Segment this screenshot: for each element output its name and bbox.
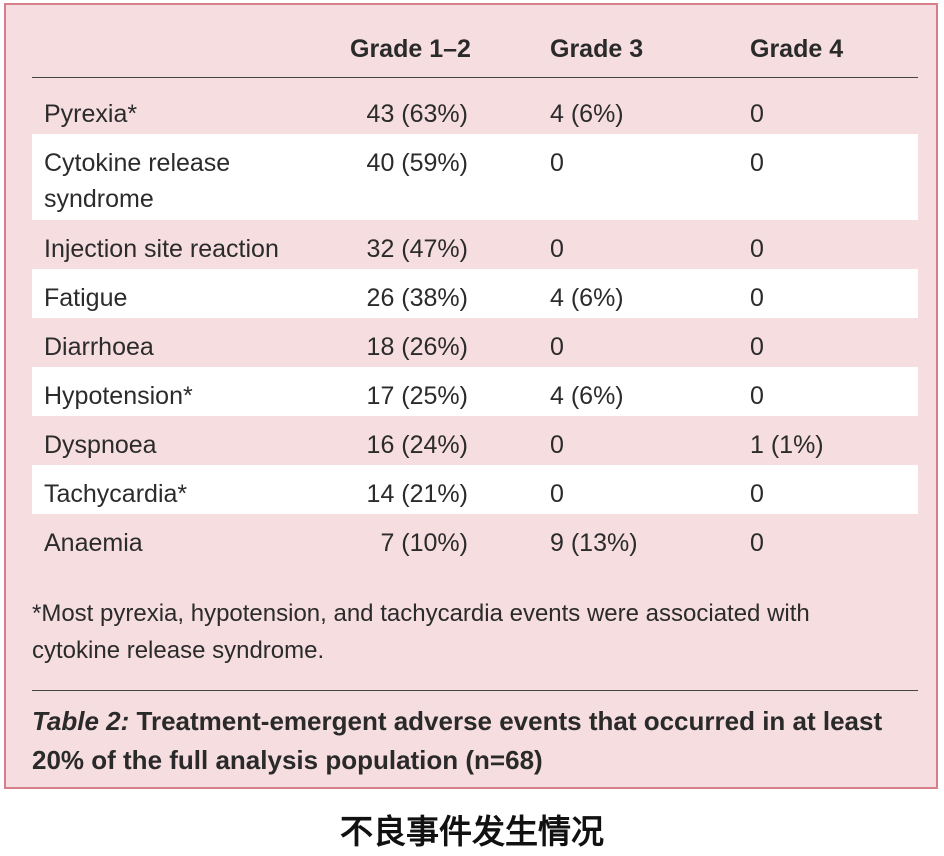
event-name: Dyspnoea <box>44 431 157 459</box>
table-row: Diarrhoea 18 (26%) 0 0 <box>32 318 918 367</box>
chinese-subtitle: 不良事件发生情况 <box>340 812 604 851</box>
grade-4-value: 0 <box>750 235 764 263</box>
grade-3-value: 0 <box>550 235 564 263</box>
grade-4-value: 0 <box>750 529 764 557</box>
grade-4-value: 0 <box>750 333 764 361</box>
grade-4-value: 1 (1%) <box>750 431 824 459</box>
table-header: Grade 1–2 Grade 3 Grade 4 <box>32 5 918 78</box>
caption-label: Table 2: <box>32 706 130 736</box>
table-footnote: *Most pyrexia, hypotension, and tachycar… <box>32 600 810 664</box>
grade-1-2-value: 7 (10%) <box>380 529 468 557</box>
table-row: Fatigue 26 (38%) 4 (6%) 0 <box>32 269 918 318</box>
event-name: Tachycardia* <box>44 480 188 508</box>
grade-1-2-value: 32 (47%) <box>366 235 468 263</box>
grade-1-2-value: 26 (38%) <box>366 284 468 312</box>
table-row: Hypotension* 17 (25%) 4 (6%) 0 <box>32 367 918 416</box>
grade-1-2-value: 40 (59%) <box>366 149 468 177</box>
grade-4-value: 0 <box>750 284 764 312</box>
table-caption: Table 2: Treatment-emergent adverse even… <box>32 702 912 780</box>
grade-3-value: 4 (6%) <box>550 100 624 128</box>
event-name: Anaemia <box>44 529 143 557</box>
header-grade-3: Grade 3 <box>550 35 644 63</box>
grade-1-2-value: 17 (25%) <box>366 382 468 410</box>
caption-text: Treatment-emergent adverse events that o… <box>32 706 883 775</box>
grade-4-value: 0 <box>750 382 764 410</box>
grade-1-2-value: 43 (63%) <box>366 100 468 128</box>
grade-4-value: 0 <box>750 149 764 177</box>
event-name: Cytokine release syndrome <box>44 149 231 213</box>
event-name: Hypotension* <box>44 382 193 410</box>
grade-3-value: 0 <box>550 431 564 459</box>
grade-4-value: 0 <box>750 480 764 508</box>
event-name: Fatigue <box>44 284 128 312</box>
table-row: Pyrexia* 43 (63%) 4 (6%) 0 <box>32 85 918 134</box>
grade-1-2-value: 16 (24%) <box>366 431 468 459</box>
header-grade-4: Grade 4 <box>750 35 844 63</box>
table-row: Dyspnoea 16 (24%) 0 1 (1%) <box>32 416 918 465</box>
table-body: Pyrexia* 43 (63%) 4 (6%) 0 Cytokine rele… <box>32 85 918 563</box>
grade-1-2-value: 18 (26%) <box>366 333 468 361</box>
table-panel: Grade 1–2 Grade 3 Grade 4 Pyrexia* 43 (6… <box>4 3 938 789</box>
table-row: Anaemia 7 (10%) 9 (13%) 0 <box>32 514 918 563</box>
grade-3-value: 0 <box>550 480 564 508</box>
grade-1-2-value: 14 (21%) <box>366 480 468 508</box>
event-name: Pyrexia* <box>44 100 138 128</box>
grade-3-value: 0 <box>550 333 564 361</box>
grade-3-value: 0 <box>550 149 564 177</box>
grade-3-value: 4 (6%) <box>550 284 624 312</box>
table-row: Injection site reaction 32 (47%) 0 0 <box>32 220 918 269</box>
grade-3-value: 9 (13%) <box>550 529 638 557</box>
table-row: Cytokine release syndrome 40 (59%) 0 0 <box>32 134 918 220</box>
header-grade-1-2: Grade 1–2 <box>350 35 471 63</box>
grade-3-value: 4 (6%) <box>550 382 624 410</box>
grade-4-value: 0 <box>750 100 764 128</box>
event-name: Diarrhoea <box>44 333 154 361</box>
event-name: Injection site reaction <box>44 235 279 263</box>
caption-divider <box>32 690 918 691</box>
table-row: Tachycardia* 14 (21%) 0 0 <box>32 465 918 514</box>
